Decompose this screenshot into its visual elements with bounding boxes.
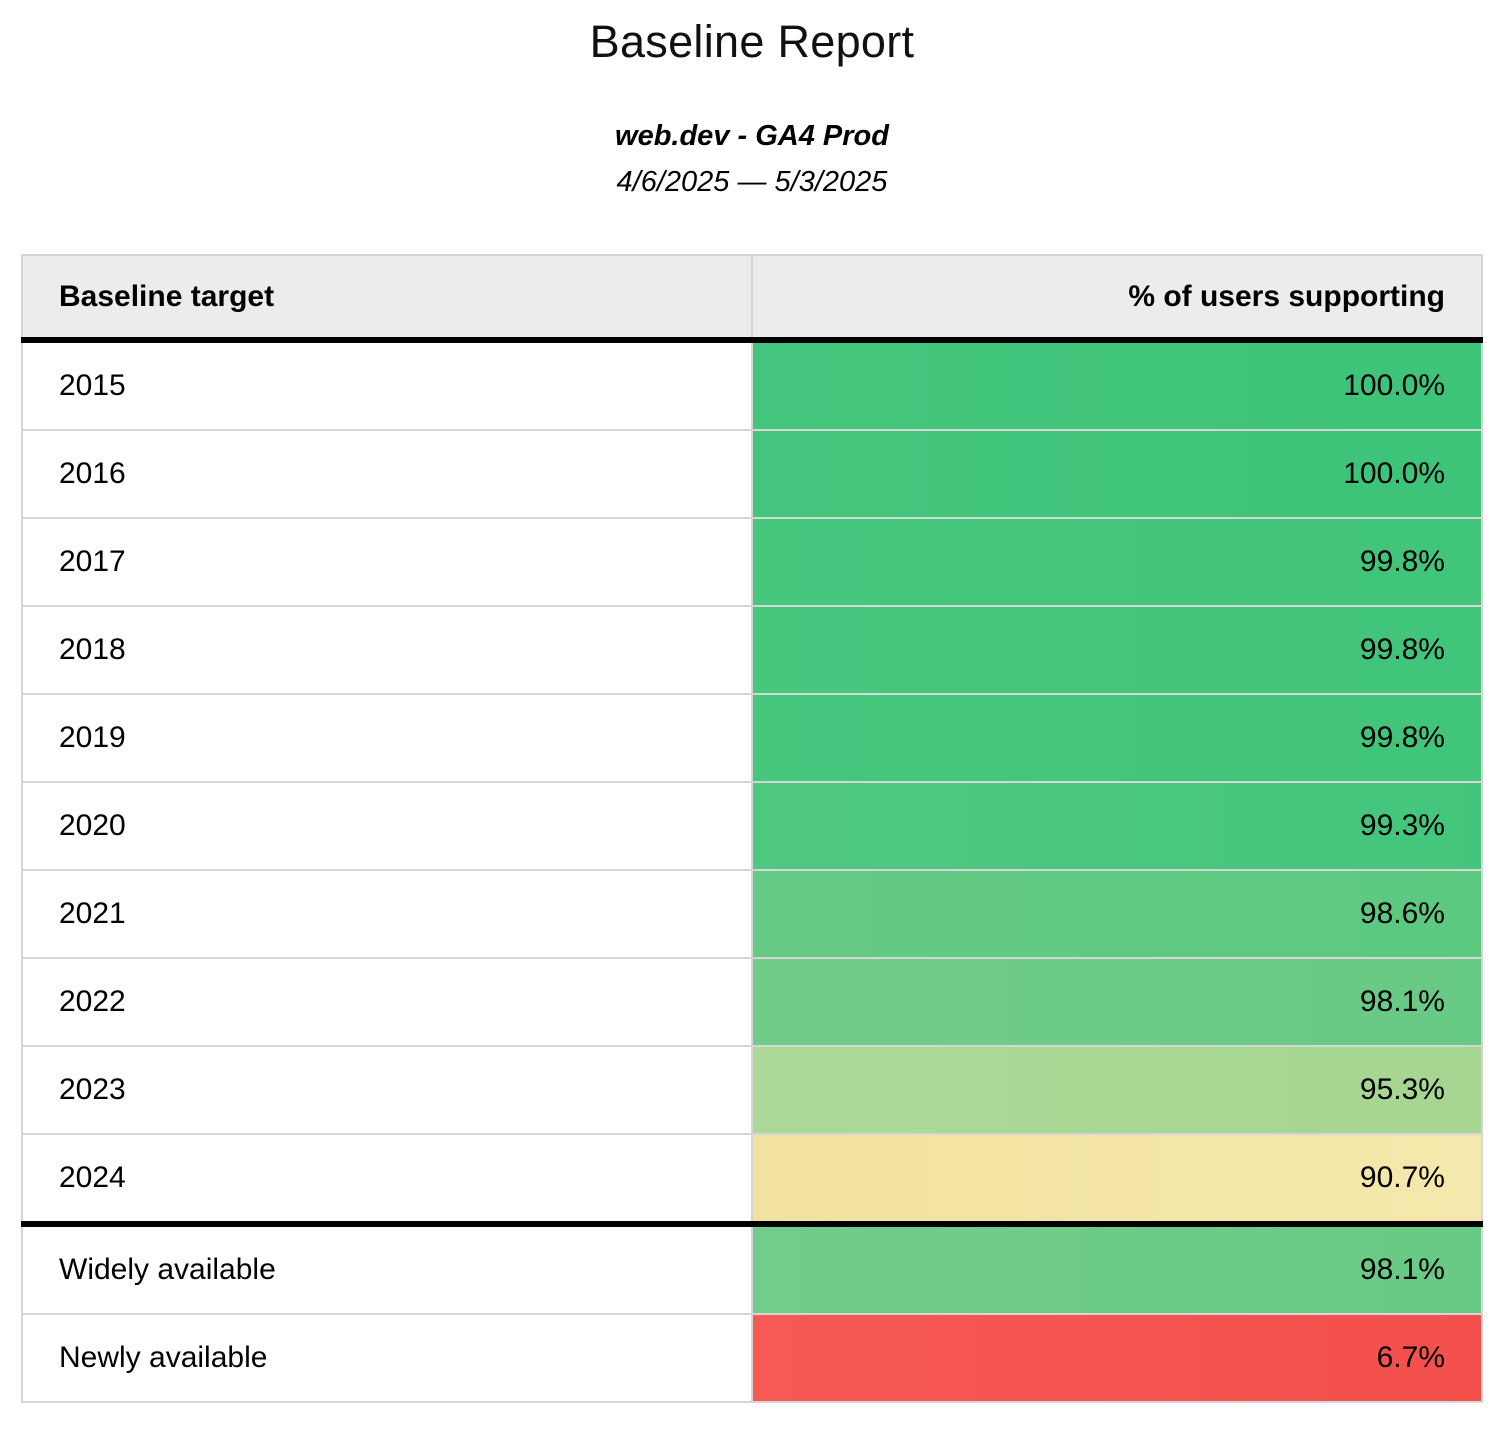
support-percent-cell: 99.8% bbox=[751, 517, 1482, 606]
table-row-widely-available: Widely available 98.1% bbox=[22, 1221, 1482, 1314]
table-row-newly-available: Newly available 6.7% bbox=[22, 1313, 1482, 1402]
table-row: 2022 98.1% bbox=[22, 957, 1482, 1046]
baseline-target-cell: 2020 bbox=[22, 781, 752, 870]
table-row: 2023 95.3% bbox=[22, 1045, 1482, 1134]
baseline-target-cell: 2015 bbox=[22, 340, 752, 430]
table-row: 2016 100.0% bbox=[22, 429, 1482, 518]
table-row: 2018 99.8% bbox=[22, 605, 1482, 694]
baseline-table: Baseline target % of users supporting 20… bbox=[21, 254, 1483, 1403]
baseline-target-cell: 2021 bbox=[22, 869, 752, 958]
support-percent-cell: 95.3% bbox=[751, 1045, 1482, 1134]
column-header-baseline-target: Baseline target bbox=[22, 255, 752, 343]
page-title: Baseline Report bbox=[589, 16, 915, 67]
table-header: Baseline target % of users supporting bbox=[22, 255, 1482, 343]
support-percent-cell: 99.3% bbox=[751, 781, 1482, 870]
header-row: Baseline target % of users supporting bbox=[22, 255, 1482, 343]
table-row: 2020 99.3% bbox=[22, 781, 1482, 870]
support-percent-cell: 6.7% bbox=[751, 1313, 1482, 1402]
table-row: 2017 99.8% bbox=[22, 517, 1482, 606]
baseline-target-cell: 2022 bbox=[22, 957, 752, 1046]
support-percent-cell: 98.1% bbox=[751, 1221, 1482, 1314]
table-row: 2015 100.0% bbox=[22, 340, 1482, 430]
table-row: 2019 99.8% bbox=[22, 693, 1482, 782]
report-date-range: 4/6/2025 — 5/3/2025 bbox=[616, 166, 888, 198]
baseline-target-cell: 2024 bbox=[22, 1133, 752, 1224]
table-row: 2024 90.7% bbox=[22, 1133, 1482, 1224]
baseline-target-cell: Widely available bbox=[22, 1221, 752, 1314]
support-percent-cell: 100.0% bbox=[751, 340, 1482, 430]
baseline-target-cell: 2018 bbox=[22, 605, 752, 694]
support-percent-cell: 99.8% bbox=[751, 693, 1482, 782]
baseline-target-cell: 2016 bbox=[22, 429, 752, 518]
baseline-target-cell: 2017 bbox=[22, 517, 752, 606]
table-body: 2015 100.0% 2016 100.0% 2017 99.8% 2018 … bbox=[22, 340, 1482, 1402]
support-percent-cell: 100.0% bbox=[751, 429, 1482, 518]
table-row: 2021 98.6% bbox=[22, 869, 1482, 958]
baseline-report-page: Baseline Report web.dev - GA4 Prod 4/6/2… bbox=[0, 16, 1504, 1442]
column-header-percent-supporting: % of users supporting bbox=[751, 255, 1482, 343]
support-percent-cell: 90.7% bbox=[751, 1133, 1482, 1224]
baseline-target-cell: Newly available bbox=[22, 1313, 752, 1402]
baseline-target-cell: 2023 bbox=[22, 1045, 752, 1134]
baseline-target-cell: 2019 bbox=[22, 693, 752, 782]
report-source: web.dev - GA4 Prod bbox=[615, 120, 889, 152]
support-percent-cell: 99.8% bbox=[751, 605, 1482, 694]
support-percent-cell: 98.1% bbox=[751, 957, 1482, 1046]
support-percent-cell: 98.6% bbox=[751, 869, 1482, 958]
